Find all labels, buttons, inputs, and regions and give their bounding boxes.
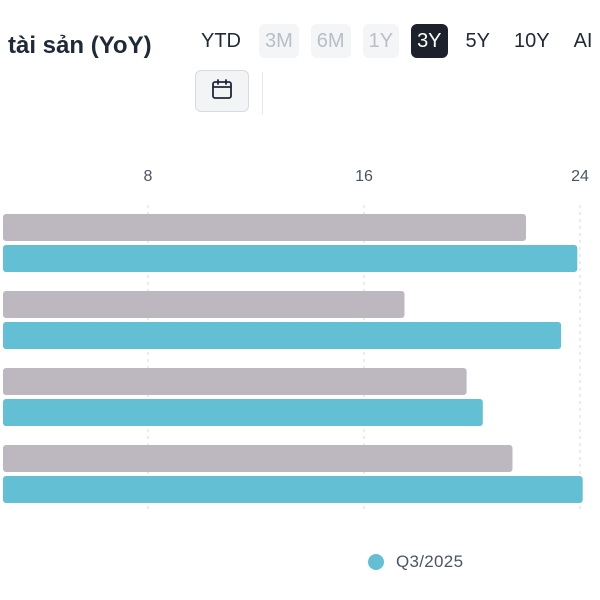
legend-label-q3-2025: Q3/2025 (396, 552, 464, 571)
bar-series0-group1[interactable] (3, 291, 405, 318)
toolbar-divider (262, 72, 263, 114)
range-tab-6m[interactable]: 6M (310, 24, 351, 58)
x-tick-label-2: 24 (571, 168, 589, 185)
time-range-tabs: YTD 3M 6M 1Y 3Y 5Y 10Y AI (195, 24, 599, 58)
legend: Q3/2025 (368, 552, 463, 572)
range-tab-10y[interactable]: 10Y (514, 30, 550, 52)
bar-series0-group3[interactable] (3, 445, 513, 472)
bar-series0-group0[interactable] (3, 214, 526, 241)
range-tab-3m[interactable]: 3M (259, 24, 299, 58)
bar-series0-group2[interactable] (3, 368, 467, 395)
bar-series1-group3[interactable] (3, 476, 583, 503)
range-tab-all[interactable]: AI (573, 30, 593, 52)
x-tick-label-0: 8 (144, 168, 153, 185)
bar-series1-group2[interactable] (3, 399, 483, 426)
range-tab-5y[interactable]: 5Y (465, 30, 490, 52)
range-tab-ytd[interactable]: YTD (201, 30, 241, 52)
legend-swatch-q3-2025 (368, 554, 384, 570)
x-tick-label-1: 16 (355, 168, 373, 185)
range-tab-3y[interactable]: 3Y (411, 24, 448, 58)
bar-series1-group1[interactable] (3, 322, 562, 349)
bar-chart: 8 16 24 (3, 168, 589, 510)
chart-title: tài sản (YoY) (8, 32, 152, 59)
calendar-button[interactable] (195, 70, 249, 112)
bar-series1-group0[interactable] (3, 245, 578, 272)
range-tab-1y[interactable]: 1Y (362, 24, 400, 58)
calendar-icon (210, 77, 234, 106)
